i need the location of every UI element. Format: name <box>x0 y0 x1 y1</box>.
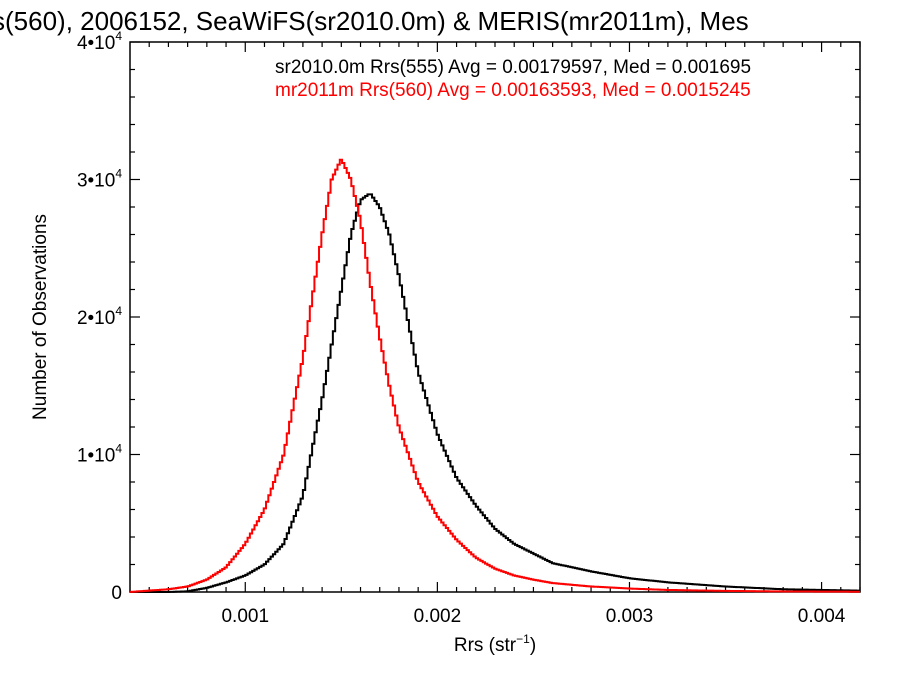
chart-title: s(560), 2006152, SeaWiFS(sr2010.0m) & ME… <box>0 6 749 36</box>
y-tick-label: 1•104 <box>77 442 122 467</box>
y-tick-label: 4•104 <box>77 29 122 54</box>
annotation-mr2011: mr2011m Rrs(560) Avg = 0.00163593, Med =… <box>275 80 751 101</box>
annotation-sr2010: sr2010.0m Rrs(555) Avg = 0.00179597, Med… <box>275 57 751 78</box>
series-line-1 <box>130 158 860 593</box>
y-tick-labels: 0 1•104 2•104 3•104 4•104 <box>77 29 122 604</box>
series-line-0 <box>130 193 860 593</box>
x-tick-label: 0.004 <box>798 606 846 627</box>
x-tick-label: 0.003 <box>606 606 654 627</box>
y-tick-label: 2•104 <box>77 304 122 329</box>
plot-frame <box>129 41 861 593</box>
x-tick-label: 0.001 <box>221 606 269 627</box>
series-layer <box>130 158 860 593</box>
y-axis-label: Number of Observations <box>30 214 51 420</box>
x-tick-label: 0.002 <box>414 606 462 627</box>
y-tick-label: 3•104 <box>77 167 122 192</box>
x-axis-label: Rrs (str−1) <box>454 632 536 656</box>
y-tick-label: 0 <box>111 583 122 604</box>
x-tick-labels: 0.001 0.002 0.003 0.004 <box>221 606 845 627</box>
axis-ticks <box>130 41 861 593</box>
